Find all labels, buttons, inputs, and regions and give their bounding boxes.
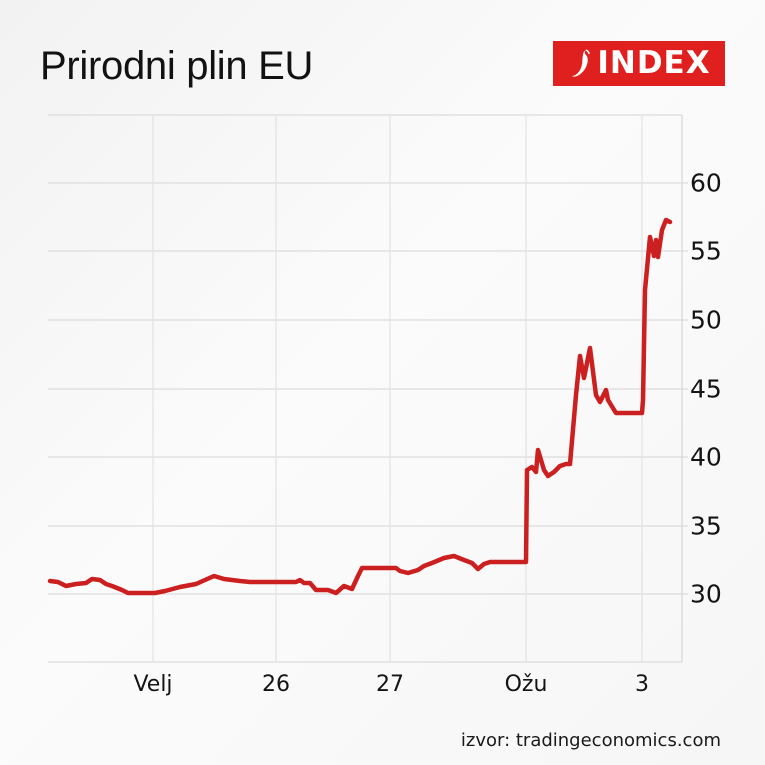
logo-text: INDEX bbox=[597, 45, 711, 81]
horizontal-gridlines bbox=[48, 114, 688, 663]
y-tick-55: 55 bbox=[690, 236, 722, 266]
x-tick-3: 3 bbox=[635, 672, 649, 697]
chart-title: Prirodni plin EU bbox=[40, 44, 314, 88]
x-tick-27: 27 bbox=[376, 672, 404, 697]
index-logo[interactable]: INDEX bbox=[553, 41, 725, 86]
price-line bbox=[47, 217, 673, 596]
x-tick-velj: Velj bbox=[133, 672, 173, 697]
x-tick-ozu: Ožu bbox=[504, 672, 548, 697]
y-tick-40: 40 bbox=[690, 442, 722, 472]
x-tick-26: 26 bbox=[262, 672, 290, 697]
y-tick-30: 30 bbox=[690, 579, 722, 609]
y-tick-60: 60 bbox=[690, 168, 722, 198]
y-tick-50: 50 bbox=[690, 305, 722, 335]
chili-pepper-icon bbox=[572, 48, 591, 77]
source-attribution: izvor: tradingeconomics.com bbox=[460, 730, 721, 751]
y-tick-45: 45 bbox=[690, 374, 722, 404]
y-tick-35: 35 bbox=[690, 511, 722, 541]
